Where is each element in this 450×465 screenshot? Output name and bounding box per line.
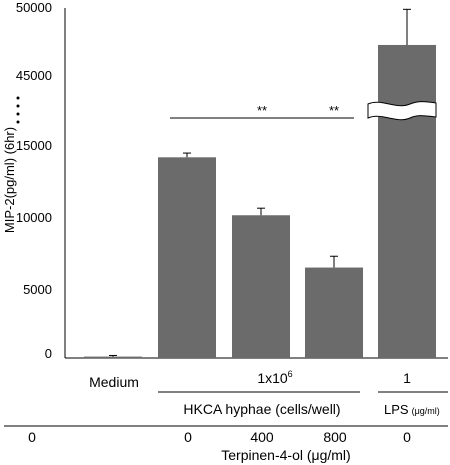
y-tick-0: 0 [45, 346, 52, 361]
x-label-medium: Medium [89, 374, 139, 390]
lps-label: LPS [384, 402, 409, 417]
bar-break-marker [367, 101, 437, 121]
terpinen-value-2: 0 [184, 429, 192, 445]
bar-4 [305, 267, 363, 358]
hkca-dose-base: 1x10 [257, 370, 288, 386]
bars [84, 44, 436, 359]
x-label-terpinen: Terpinen-4-ol (μg/ml) [221, 447, 350, 463]
terpinen-value-5: 0 [403, 429, 411, 445]
bar-2 [158, 157, 216, 358]
x-label-lps-dose: 1 [403, 370, 411, 386]
x-label-hkca-dose: 1x106 [257, 369, 292, 386]
y-tick-15000: 15000 [16, 138, 52, 153]
lps-unit: (μg/ml) [412, 406, 440, 416]
y-axis-label: MIP-2(pg/ml) (6hr) [2, 127, 17, 233]
terpinen-value-3: 400 [250, 429, 274, 445]
bar-5 [378, 44, 436, 359]
x-label-lps: LPS (μg/ml) [384, 402, 440, 417]
terpinen-values: 0 0 400 800 0 [28, 429, 411, 445]
error-bars [109, 8, 411, 357]
y-tick-45000: 45000 [16, 68, 52, 83]
hkca-dose-exponent: 6 [288, 369, 293, 379]
x-label-hkca: HKCA hyphae (cells/well) [183, 401, 340, 417]
bar-3 [232, 215, 290, 358]
axis-break-dots [16, 96, 20, 124]
terpinen-value-4: 800 [323, 429, 347, 445]
significance-mark-2: ** [329, 103, 339, 118]
significance-mark-1: ** [257, 103, 267, 118]
y-tick-5000: 5000 [23, 282, 52, 297]
bar-1 [84, 356, 142, 359]
y-tick-50000: 50000 [16, 0, 52, 15]
terpinen-value-1: 0 [28, 429, 36, 445]
y-tick-10000: 10000 [16, 210, 52, 225]
